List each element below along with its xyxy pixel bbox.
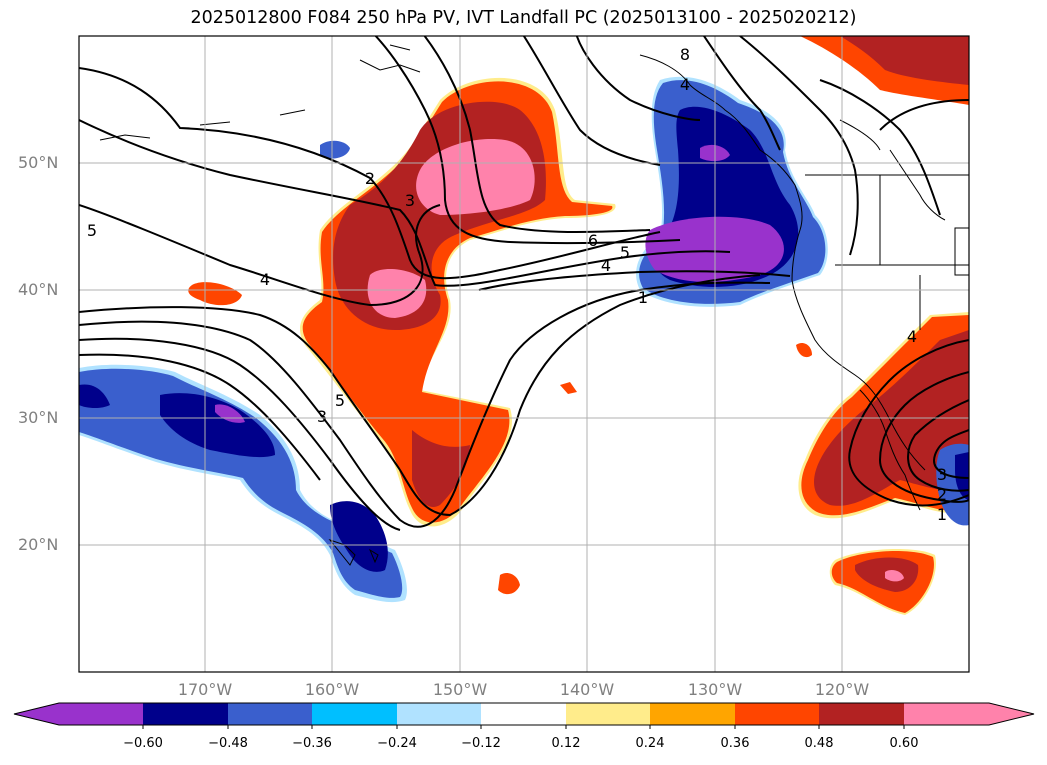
colorbar-tick-label: 0.12 [551, 736, 581, 751]
contour-label: 5 [620, 243, 630, 262]
colorbar-tick-label: −0.48 [208, 736, 248, 751]
contour-label: 8 [680, 45, 690, 64]
lon-label-130w: 130°W [687, 680, 743, 699]
positive-anomaly-fill [188, 36, 969, 615]
colorbar-segment [228, 703, 312, 725]
colorbar [13, 702, 1035, 729]
colorbar-extend-high [989, 703, 1034, 725]
colorbar-extend-low [14, 703, 59, 725]
contour-label: 4 [601, 256, 611, 275]
colorbar-tick-label: −0.60 [123, 736, 163, 751]
lon-label-150w: 150°W [432, 680, 488, 699]
colorbar-segment [566, 703, 650, 725]
lon-label-140w: 140°W [559, 680, 615, 699]
colorbar-tick-label: 0.48 [804, 736, 834, 751]
colorbar-segment [650, 703, 735, 725]
contour-label: 4 [260, 270, 270, 289]
map-frame [78, 35, 970, 673]
contour-label: 5 [335, 391, 345, 410]
colorbar-segment [59, 703, 143, 725]
colorbar-segment [312, 703, 397, 725]
colorbar-tick-label: −0.36 [292, 736, 332, 751]
colorbar-segment [481, 703, 566, 725]
colorbar-tick-label: 0.36 [720, 736, 750, 751]
colorbar-segment [904, 703, 989, 725]
contour-label: 6 [588, 231, 598, 250]
contour-label-group: 2 3 5 4 6 5 4 1 8 5 3 3 2 1 4 4 [87, 45, 947, 524]
lon-label-170w: 170°W [177, 680, 233, 699]
colorbar-tick-label: 0.24 [635, 736, 665, 751]
pv-contours [79, 36, 969, 531]
gridlines [79, 36, 969, 672]
colorbar-tick-label: −0.12 [461, 736, 501, 751]
contour-label: 1 [937, 505, 947, 524]
colorbar-segment [819, 703, 904, 725]
contour-label: 2 [365, 169, 375, 188]
lat-label-30n: 30°N [18, 408, 59, 427]
map-plot-area: 2 3 5 4 6 5 4 1 8 5 3 3 2 1 4 4 [79, 36, 969, 672]
contour-label: 3 [937, 465, 947, 484]
contour-label: 3 [405, 191, 415, 210]
map-title: 2025012800 F084 250 hPa PV, IVT Landfall… [190, 8, 857, 28]
contour-label: 2 [937, 485, 947, 504]
contour-label: 5 [87, 221, 97, 240]
colorbar-outline [13, 702, 1035, 726]
contour-label: 3 [317, 407, 327, 426]
negative-anomaly-fill [79, 76, 969, 603]
lat-label-40n: 40°N [18, 280, 59, 299]
colorbar-tick-label: −0.24 [377, 736, 417, 751]
lon-label-160w: 160°W [304, 680, 360, 699]
lat-label-20n: 20°N [18, 535, 59, 554]
colorbar-segment [397, 703, 481, 725]
lon-label-120w: 120°W [814, 680, 870, 699]
contour-label: 1 [638, 288, 648, 307]
colorbar-tick-label: 0.60 [889, 736, 919, 751]
colorbar-segment [143, 703, 228, 725]
contour-label: 4 [907, 327, 917, 346]
lat-label-50n: 50°N [18, 153, 59, 172]
contour-label: 4 [680, 75, 690, 94]
colorbar-segment [735, 703, 819, 725]
